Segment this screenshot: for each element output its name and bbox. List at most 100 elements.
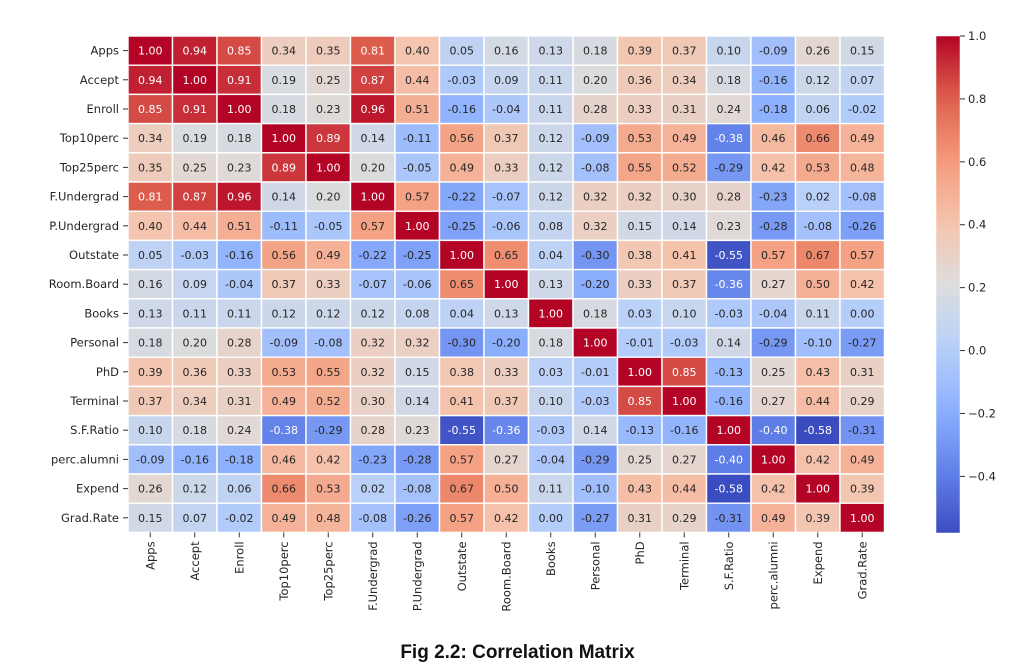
cell-annotation: 0.29 [850,395,875,408]
heatmap-cell [438,385,485,417]
cell-annotation: -0.29 [715,161,743,174]
heatmap-cell [616,356,663,388]
cell-annotation: 0.15 [628,220,653,233]
cell-annotation: 0.44 [672,483,697,496]
y-tick-label: Room.Board [49,277,119,291]
heatmap-cell [572,268,619,300]
cell-annotation: 0.28 [227,337,252,350]
colorbar-frame [935,35,961,534]
heatmap-cell [527,35,574,66]
x-tick-label: Accept [188,541,202,581]
cell-annotation: 0.51 [227,220,252,233]
cell-annotation: 0.53 [316,483,341,496]
heatmap-cell [794,93,841,125]
cell-annotation: 0.09 [494,74,519,87]
cell-annotation: -0.16 [448,103,476,116]
cell-annotation: 1.00 [850,512,875,525]
cell-annotation: 0.49 [450,161,475,174]
heatmap-cell [171,385,218,417]
heatmap-cell [260,64,307,96]
cell-annotation: 0.14 [405,395,430,408]
heatmap-cell [794,414,841,446]
cell-annotation: 0.20 [583,74,608,87]
y-tick-label: perc.alumni [51,452,119,466]
cell-annotation: 0.25 [628,453,653,466]
x-tick-label: Enroll [232,541,246,573]
cell-annotation: -0.02 [225,512,253,525]
x-tick-label: P.Undergrad [410,541,424,611]
heatmap-cell [527,152,574,183]
heatmap-cell [616,327,663,358]
heatmap-cell [305,152,352,183]
figure-caption: Fig 2.2: Correlation Matrix [400,642,635,663]
heatmap-cell [260,181,307,212]
heatmap-cell [705,93,752,125]
heatmap-cell [527,122,574,154]
cell-annotation: 0.65 [494,249,519,262]
cell-annotation: -0.02 [848,103,876,116]
cell-annotation: 0.11 [183,307,208,320]
cell-annotation: 0.51 [405,103,430,116]
y-tick-label: Expend [76,482,119,496]
heatmap-cell [750,385,797,417]
cell-annotation: 0.19 [272,74,297,87]
cell-annotation: -0.10 [804,337,832,350]
heatmap-cell [216,502,263,534]
cell-annotation: 0.49 [272,512,297,525]
cell-annotation: 0.13 [138,307,163,320]
heatmap-cell [171,210,218,242]
cell-annotation: 0.14 [583,424,608,437]
cell-annotation: 1.00 [539,307,564,320]
cell-annotation: 0.85 [672,366,697,379]
cell-annotation: 0.81 [138,191,163,204]
cell-annotation: 0.32 [583,220,608,233]
heatmap-cell [216,181,263,212]
heatmap-cell [216,268,263,300]
cell-annotation: 0.96 [361,103,386,116]
x-tick-label: Apps [143,541,157,569]
cell-annotation: 0.02 [361,483,386,496]
heatmap-cell [260,385,307,417]
cell-annotation: -0.08 [403,483,431,496]
cell-annotation: 1.00 [806,483,831,496]
cell-annotation: 0.32 [405,337,430,350]
cell-annotation: 0.32 [628,191,653,204]
cell-annotation: 1.00 [494,278,519,291]
cell-annotation: -0.01 [581,366,609,379]
y-tick-label: Top25perc [59,160,119,174]
heatmap-cell [438,414,485,446]
cell-annotation: 0.81 [361,45,386,58]
heatmap-cell [616,268,663,300]
heatmap-cell [394,298,441,329]
x-tick-label: perc.alumni [766,541,780,609]
heatmap-cell [394,356,441,388]
heatmap-cell [661,268,708,300]
heatmap-cell [349,502,396,534]
cell-annotation: 0.18 [717,74,742,87]
cell-annotation: -0.55 [448,424,476,437]
heatmap-cell [661,414,708,446]
heatmap-cell [438,210,485,242]
cell-annotation: 0.07 [850,74,875,87]
cell-annotation: 0.11 [806,307,831,320]
cell-annotation: 0.55 [628,161,653,174]
cell-annotation: -0.25 [448,220,476,233]
cell-annotation: -0.26 [403,512,431,525]
cell-annotation: 0.27 [672,453,697,466]
cell-annotation: -0.04 [225,278,253,291]
cell-annotation: 0.12 [316,307,341,320]
cell-annotation: 0.42 [494,512,519,525]
cell-annotation: -0.31 [715,512,743,525]
cell-annotation: 0.10 [717,45,742,58]
colorbar-tick-label: −0.4 [968,469,996,483]
cell-annotation: 0.33 [494,161,519,174]
cell-annotation: 0.28 [717,191,742,204]
heatmap-cell [394,268,441,300]
heatmap-cell [661,298,708,329]
heatmap-cell [750,298,797,329]
x-tick-label: PhD [633,541,647,564]
cell-annotations: 1.00 0.94 0.85 0.34 0.35 0.81 0.40 0.05 0.16 0.13… [136,45,876,525]
cell-annotation: 0.85 [628,395,653,408]
heatmap-cell [794,122,841,154]
cell-annotation: -0.22 [359,249,387,262]
